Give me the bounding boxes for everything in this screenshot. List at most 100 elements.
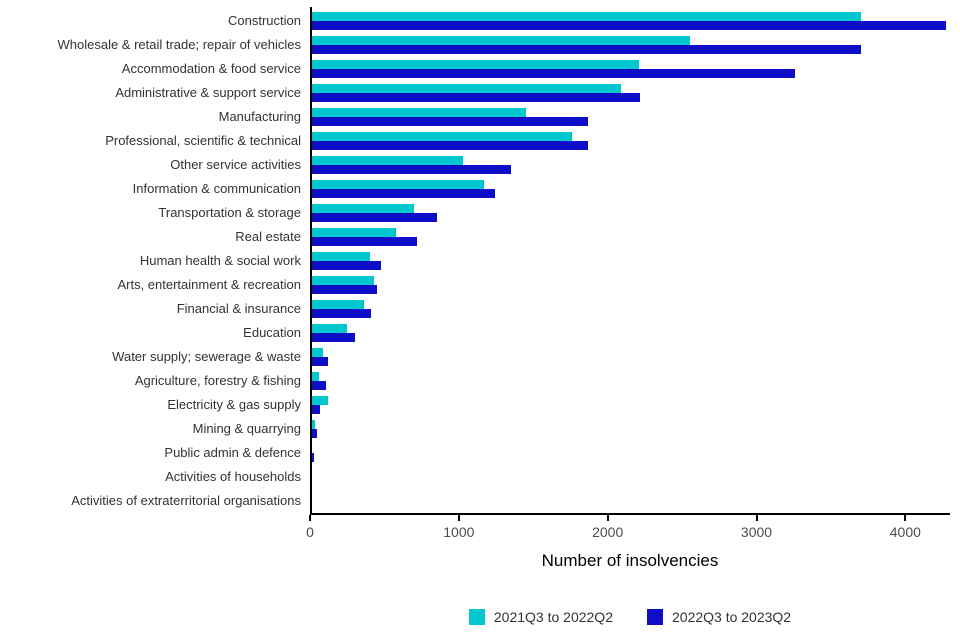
bar-group — [310, 321, 950, 345]
x-axis-tick-label: 1000 — [443, 524, 475, 540]
bar-series-2 — [310, 261, 382, 270]
chart-row: Wholesale & retail trade; repair of vehi… — [0, 33, 950, 57]
legend: 2021Q3 to 2022Q2 2022Q3 to 2023Q2 — [310, 609, 950, 625]
x-axis-title: Number of insolvencies — [541, 551, 719, 570]
bar-series-2 — [310, 405, 321, 414]
bar-series-1 — [310, 108, 526, 117]
bar-series-1 — [310, 252, 370, 261]
bar-group — [310, 345, 950, 369]
bar-series-2 — [310, 69, 796, 78]
bar-group — [310, 369, 950, 393]
category-label: Education — [243, 325, 301, 340]
category-label: Human health & social work — [139, 253, 301, 268]
chart-row: Education — [0, 321, 950, 345]
bar-series-1 — [310, 84, 622, 93]
x-axis-tick-mark — [904, 515, 907, 521]
bar-series-2 — [310, 93, 641, 102]
bar-series-2 — [310, 237, 418, 246]
bar-series-2 — [310, 429, 317, 438]
bar-series-1 — [310, 396, 328, 405]
x-axis-tick-mark — [309, 515, 311, 521]
bar-series-1 — [310, 276, 374, 285]
chart-row: Electricity & gas supply — [0, 393, 950, 417]
x-axis-tick-label: 4000 — [889, 524, 921, 540]
category-label: Wholesale & retail trade; repair of vehi… — [57, 37, 301, 52]
category-label: Activities of households — [165, 469, 301, 484]
chart-row: Manufacturing — [0, 105, 950, 129]
chart-row: Transportation & storage — [0, 201, 950, 225]
bar-group — [310, 129, 950, 153]
category-label: Electricity & gas supply — [167, 397, 301, 412]
chart-row: Financial & insurance — [0, 297, 950, 321]
bar-series-1 — [310, 156, 464, 165]
chart-row: Water supply; sewerage & waste — [0, 345, 950, 369]
category-label: Agriculture, forestry & fishing — [134, 373, 301, 388]
bar-series-1 — [310, 180, 485, 189]
plot-area: Construction Wholesale & retail trade; re… — [0, 7, 950, 513]
bar-series-2 — [310, 309, 372, 318]
bar-series-2 — [310, 141, 589, 150]
bar-series-1 — [310, 420, 316, 429]
category-label: Manufacturing — [218, 109, 301, 124]
chart-row: Real estate — [0, 225, 950, 249]
legend-item-series-1: 2021Q3 to 2022Q2 — [468, 609, 613, 625]
y-axis-line — [310, 7, 312, 513]
x-axis-tick-label: 3000 — [740, 524, 773, 540]
legend-swatch-series-2 — [647, 609, 663, 625]
x-axis: 0 1000 2000 3000 4000 — [306, 513, 950, 545]
x-axis-tick-label: 2000 — [592, 524, 624, 540]
x-axis-tick-mark — [606, 515, 609, 521]
bar-group — [310, 33, 950, 57]
bar-group — [310, 201, 950, 225]
category-label: Transportation & storage — [158, 205, 301, 220]
bar-group — [310, 273, 950, 297]
x-axis-tick-mark — [755, 515, 758, 521]
bar-series-2 — [310, 213, 437, 222]
category-label: Administrative & support service — [115, 85, 301, 100]
category-label: Financial & insurance — [176, 301, 301, 316]
category-label: Public admin & defence — [164, 445, 301, 460]
chart-row: Public admin & defence — [0, 441, 950, 465]
chart-row: Activities of households — [0, 465, 950, 489]
x-axis-tick-mark — [457, 515, 460, 521]
bar-series-2 — [310, 117, 589, 126]
bar-group — [310, 249, 950, 273]
bar-group — [310, 153, 950, 177]
bar-group — [310, 81, 950, 105]
bar-group — [310, 57, 950, 81]
x-axis-tick-label: 0 — [306, 524, 314, 540]
bar-group — [310, 441, 950, 465]
bar-series-1 — [310, 372, 319, 381]
bar-series-2 — [310, 333, 355, 342]
category-label: Arts, entertainment & recreation — [117, 277, 301, 292]
category-label: Information & communication — [132, 181, 301, 196]
bar-group — [310, 489, 950, 513]
chart-row: Administrative & support service — [0, 81, 950, 105]
legend-label-series-1: 2021Q3 to 2022Q2 — [493, 609, 613, 625]
bar-series-2 — [310, 285, 377, 294]
bar-series-1 — [310, 36, 690, 45]
chart-row: Human health & social work — [0, 249, 950, 273]
chart-row: Accommodation & food service — [0, 57, 950, 81]
chart-row: Other service activities — [0, 153, 950, 177]
category-label: Accommodation & food service — [121, 61, 301, 76]
bar-series-1 — [310, 228, 397, 237]
bar-series-1 — [310, 348, 324, 357]
bar-series-2 — [310, 453, 315, 462]
bar-series-1 — [310, 12, 861, 21]
bar-group — [310, 417, 950, 441]
bar-group — [310, 297, 950, 321]
bar-series-1 — [310, 60, 639, 69]
bar-group — [310, 105, 950, 129]
bar-group — [310, 393, 950, 417]
category-label: Construction — [228, 13, 301, 28]
bar-group — [310, 225, 950, 249]
bar-series-1 — [310, 204, 415, 213]
chart-row: Construction — [0, 9, 950, 33]
legend-label-series-2: 2022Q3 to 2023Q2 — [672, 609, 792, 625]
chart-row: Activities of extraterritorial organisat… — [0, 489, 950, 513]
legend-item-series-2: 2022Q3 to 2023Q2 — [647, 609, 791, 625]
bar-series-2 — [310, 357, 328, 366]
bar-group — [310, 177, 950, 201]
